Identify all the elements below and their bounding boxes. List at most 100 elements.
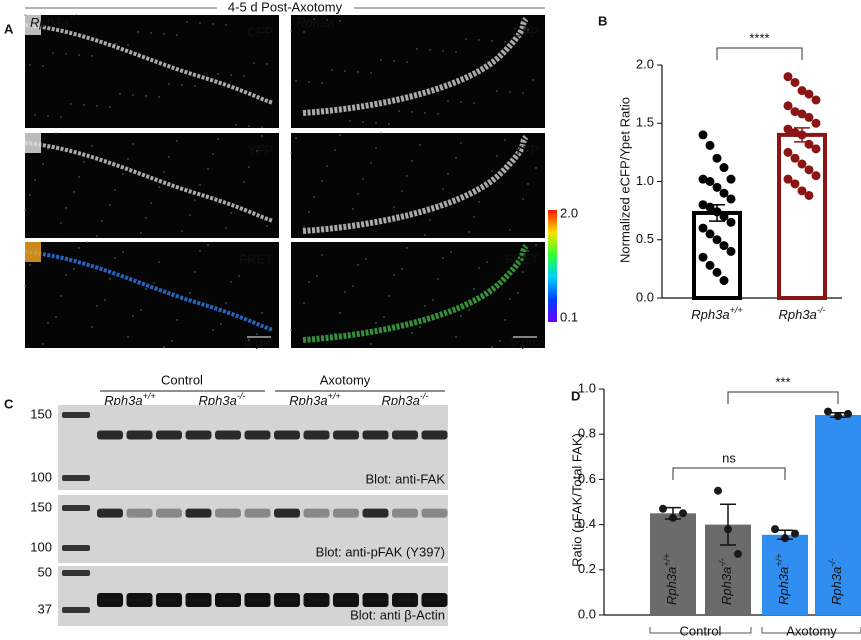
speckle (65, 207, 67, 209)
blot-band (244, 508, 271, 518)
bar (650, 513, 696, 615)
ladder-band (62, 475, 90, 481)
speckle (316, 275, 318, 277)
micrograph (291, 242, 545, 348)
speckle (349, 120, 351, 122)
speckle (55, 316, 57, 318)
speckle (442, 188, 444, 190)
speckle (522, 198, 524, 200)
speckle (321, 254, 323, 256)
data-point (705, 260, 715, 270)
colorbar (548, 210, 557, 322)
speckle (261, 135, 263, 137)
speckle (78, 54, 80, 56)
speckle (290, 30, 292, 32)
speckle (34, 179, 36, 181)
significance-label: **** (749, 30, 769, 45)
y-axis-label: Normalized eCFP/Ypet Ratio (617, 97, 632, 263)
speckle (119, 93, 121, 95)
data-point (804, 190, 814, 200)
data-point (804, 89, 814, 99)
error-bar (794, 127, 810, 143)
speckle (29, 194, 31, 196)
speckle (47, 115, 49, 117)
speckle (122, 173, 124, 175)
speckle (145, 95, 147, 97)
speckle (473, 216, 475, 218)
speckle (186, 21, 188, 23)
blot-band (274, 508, 300, 518)
speckle (352, 285, 354, 287)
speckle (532, 79, 534, 81)
ladder-band (62, 607, 90, 613)
speckle (308, 211, 310, 213)
speckle (168, 83, 170, 85)
speckle (535, 244, 537, 246)
speckle (109, 204, 111, 206)
blot-band (274, 593, 300, 607)
cell-body (25, 242, 41, 262)
speckle (334, 333, 336, 335)
data-point (824, 407, 832, 416)
speckle (321, 180, 323, 182)
speckle (248, 166, 250, 168)
speckle (91, 326, 93, 328)
speckle (429, 49, 431, 51)
blot-band (392, 430, 418, 440)
speckle (527, 250, 529, 252)
speckle (158, 261, 160, 263)
speckle (326, 339, 328, 341)
speckle (388, 295, 390, 297)
speckle (70, 103, 72, 105)
micrograph (291, 15, 545, 128)
speckle (504, 139, 506, 141)
speckle (176, 140, 178, 142)
blot-band (303, 430, 330, 440)
speckle (375, 147, 377, 149)
speckle (491, 40, 493, 42)
speckle (212, 23, 214, 25)
speckle (522, 271, 524, 273)
genotype-label: Rph3a-/- (382, 391, 429, 408)
mw-marker: 150 (30, 499, 52, 514)
speckle (212, 329, 214, 331)
speckle (455, 157, 457, 159)
error-bar (665, 506, 681, 520)
speckle (189, 214, 191, 216)
speckle (261, 126, 263, 128)
blot-band (97, 430, 123, 440)
data-point (712, 235, 722, 245)
speckle (60, 222, 62, 224)
speckle (163, 346, 165, 348)
data-point (705, 229, 715, 239)
speckle (243, 75, 245, 77)
speckle (78, 176, 80, 178)
blot-band (156, 430, 182, 440)
speckle (217, 138, 219, 140)
speckle (189, 292, 191, 294)
speckle (465, 38, 467, 40)
speckle (194, 271, 196, 273)
speckle (230, 212, 232, 214)
genotype-label: Rph3a-/- (296, 13, 343, 30)
data-point (797, 86, 807, 96)
speckle (29, 264, 31, 266)
panel-letter: C (4, 396, 14, 411)
speckle (96, 105, 98, 107)
speckle (401, 190, 403, 192)
speckle (473, 288, 475, 290)
speckle (383, 316, 385, 318)
speckle (101, 42, 103, 44)
blot-band (303, 508, 330, 518)
cell-body (25, 133, 41, 153)
speckle (132, 94, 134, 96)
speckle (295, 80, 297, 82)
cell-body (25, 15, 41, 35)
speckle (339, 312, 341, 314)
blot-label: Blot: anti-pFAK (Y397) (316, 544, 445, 559)
speckle (313, 196, 315, 198)
group-label: Control (680, 623, 722, 638)
speckle (370, 72, 372, 74)
blot-band (126, 508, 153, 518)
scale-bar-label: 5 µm (510, 334, 539, 349)
